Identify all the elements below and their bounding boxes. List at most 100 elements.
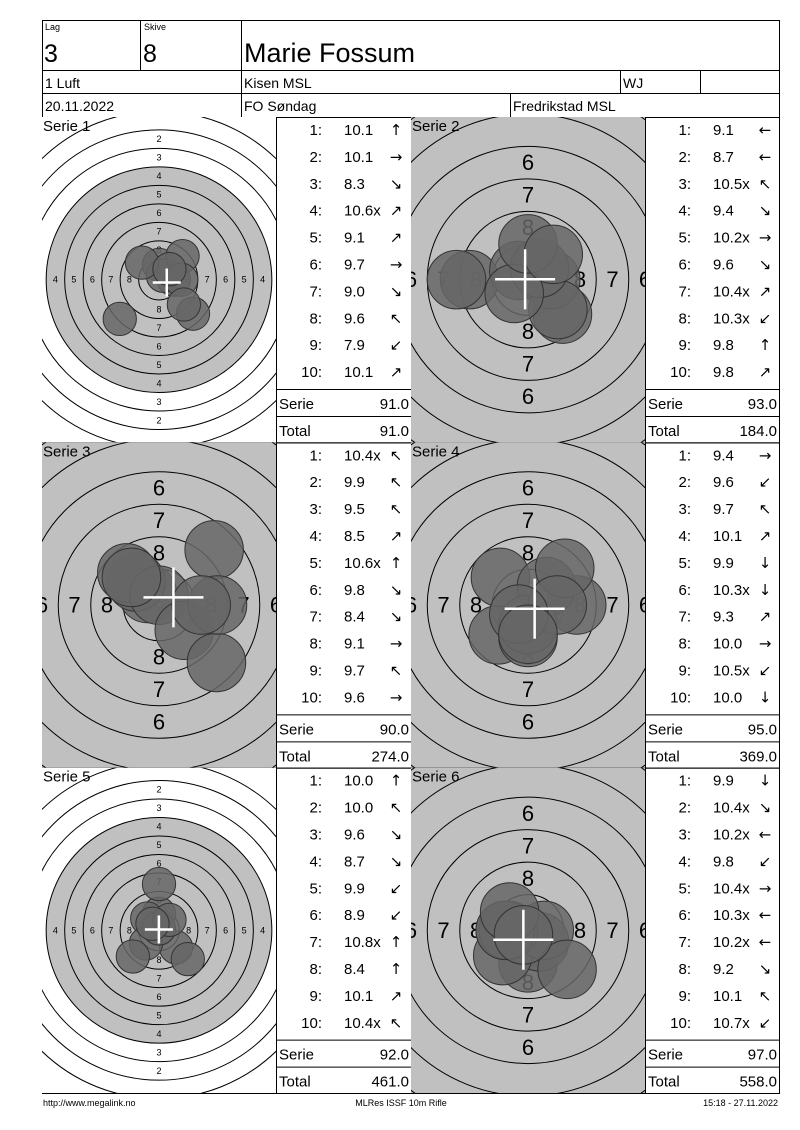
shot-direction: ↗ bbox=[390, 363, 403, 381]
ring-label: 6 bbox=[639, 592, 651, 617]
skive: 8 bbox=[143, 40, 157, 68]
shot bbox=[152, 252, 187, 287]
serie-score: 97.0 bbox=[748, 1047, 777, 1064]
shot-score: 10.4x bbox=[713, 880, 750, 897]
serie-score: 91.0 bbox=[380, 396, 409, 413]
shot-score: 10.5x bbox=[713, 663, 750, 680]
ring-label: 7 bbox=[522, 833, 534, 858]
shot-direction: ← bbox=[759, 933, 772, 951]
ring-label: 5 bbox=[71, 925, 76, 935]
shot bbox=[135, 906, 170, 941]
shot-number: 3: bbox=[678, 826, 691, 843]
total-label: Total bbox=[279, 748, 311, 765]
shot-direction: → bbox=[759, 229, 772, 247]
ring bbox=[64, 835, 254, 1026]
ring-label: 5 bbox=[156, 360, 161, 370]
shot-number: 7: bbox=[309, 609, 322, 626]
shot-direction: ↓ bbox=[759, 688, 772, 706]
shot-direction: ↑ bbox=[390, 960, 403, 978]
ring-label: 5 bbox=[156, 840, 161, 850]
ring bbox=[42, 129, 276, 430]
shot bbox=[523, 224, 584, 285]
ring-label: 8 bbox=[127, 275, 132, 285]
ring-label: 6 bbox=[90, 275, 95, 285]
ring bbox=[101, 221, 217, 338]
ring-label: 7 bbox=[153, 508, 165, 533]
shot-score: 10.4x bbox=[344, 1015, 381, 1032]
ring bbox=[426, 829, 630, 1032]
ring-label: 7 bbox=[522, 508, 534, 533]
ring-label: 8 bbox=[153, 540, 165, 565]
ring-label: 6 bbox=[270, 592, 282, 617]
shot-number: 4: bbox=[309, 203, 322, 220]
shot-score: 10.0 bbox=[713, 636, 742, 653]
shot-direction: ↖ bbox=[390, 309, 403, 327]
shot-direction: ↑ bbox=[390, 933, 403, 951]
total-score: 461.0 bbox=[371, 1074, 409, 1091]
series-title: Serie 4 bbox=[412, 443, 460, 460]
ring bbox=[82, 203, 236, 357]
shot-direction: ↖ bbox=[390, 446, 403, 464]
shot-score: 8.3 bbox=[344, 176, 365, 193]
shot-direction: ↖ bbox=[390, 473, 403, 491]
total-score: 369.0 bbox=[739, 748, 777, 765]
ring-label: 4 bbox=[156, 822, 161, 832]
ring-label: 6 bbox=[156, 992, 161, 1002]
shot-score: 8.4 bbox=[344, 961, 365, 978]
shot-score: 9.4 bbox=[713, 203, 734, 220]
shot-direction: ↙ bbox=[390, 879, 403, 897]
shot-number: 8: bbox=[309, 961, 322, 978]
ring bbox=[82, 853, 236, 1007]
shot-score: 9.7 bbox=[713, 501, 734, 518]
footer-timestamp: 15:18 - 27.11.2022 bbox=[703, 1098, 778, 1108]
shot-direction: ↘ bbox=[759, 960, 772, 978]
shot-number: 4: bbox=[678, 853, 691, 870]
serie-score: 93.0 bbox=[748, 396, 777, 413]
shot-score: 8.7 bbox=[713, 149, 734, 166]
shot-direction: ↙ bbox=[759, 309, 772, 327]
shot-score: 9.6 bbox=[344, 689, 365, 706]
shot-number: 5: bbox=[678, 880, 691, 897]
total-score: 184.0 bbox=[739, 423, 777, 440]
ring-label: 8 bbox=[522, 540, 534, 565]
shot-direction: → bbox=[390, 148, 403, 166]
ring bbox=[426, 503, 630, 707]
shot-direction: ↘ bbox=[390, 282, 403, 300]
shot-direction: ↓ bbox=[759, 772, 772, 790]
shot-score: 8.4 bbox=[344, 609, 365, 626]
shot-number: 10: bbox=[301, 364, 322, 381]
shot-direction: ↘ bbox=[390, 175, 403, 193]
series-title: Serie 6 bbox=[412, 769, 460, 786]
shot bbox=[184, 520, 244, 580]
ring-label: 3 bbox=[156, 397, 161, 407]
shot-direction: ↙ bbox=[390, 906, 403, 924]
serie-label: Serie bbox=[648, 721, 683, 738]
shot bbox=[166, 287, 202, 322]
ring-label: 7 bbox=[156, 973, 161, 983]
shot-direction: ↗ bbox=[759, 608, 772, 626]
ring-label: 6 bbox=[405, 592, 417, 617]
shot-direction: ↙ bbox=[759, 852, 772, 870]
ring-label: 5 bbox=[242, 275, 247, 285]
shot-number: 6: bbox=[309, 907, 322, 924]
total-score: 274.0 bbox=[371, 748, 409, 765]
target: 223344445555666677778888 bbox=[42, 117, 276, 443]
shot-number: 6: bbox=[678, 907, 691, 924]
ring-label: 2 bbox=[156, 1066, 161, 1076]
shot-score: 10.6x bbox=[344, 555, 381, 572]
shot-score: 10.3x bbox=[713, 310, 750, 327]
ring-label: 7 bbox=[68, 592, 80, 617]
ring-label: 6 bbox=[405, 267, 417, 292]
shot-score: 9.9 bbox=[713, 555, 734, 572]
shot bbox=[186, 632, 247, 693]
shot-direction: ↗ bbox=[759, 363, 772, 381]
shot-number: 7: bbox=[309, 283, 322, 300]
ring-label: 7 bbox=[156, 227, 161, 237]
shot-score: 9.9 bbox=[344, 474, 365, 491]
total-label: Total bbox=[279, 423, 311, 440]
shot-number: 2: bbox=[678, 149, 691, 166]
shot-number: 2: bbox=[309, 474, 322, 491]
footer-program: MLRes ISSF 10m Rifle bbox=[355, 1098, 447, 1108]
shot-direction: ↗ bbox=[759, 282, 772, 300]
